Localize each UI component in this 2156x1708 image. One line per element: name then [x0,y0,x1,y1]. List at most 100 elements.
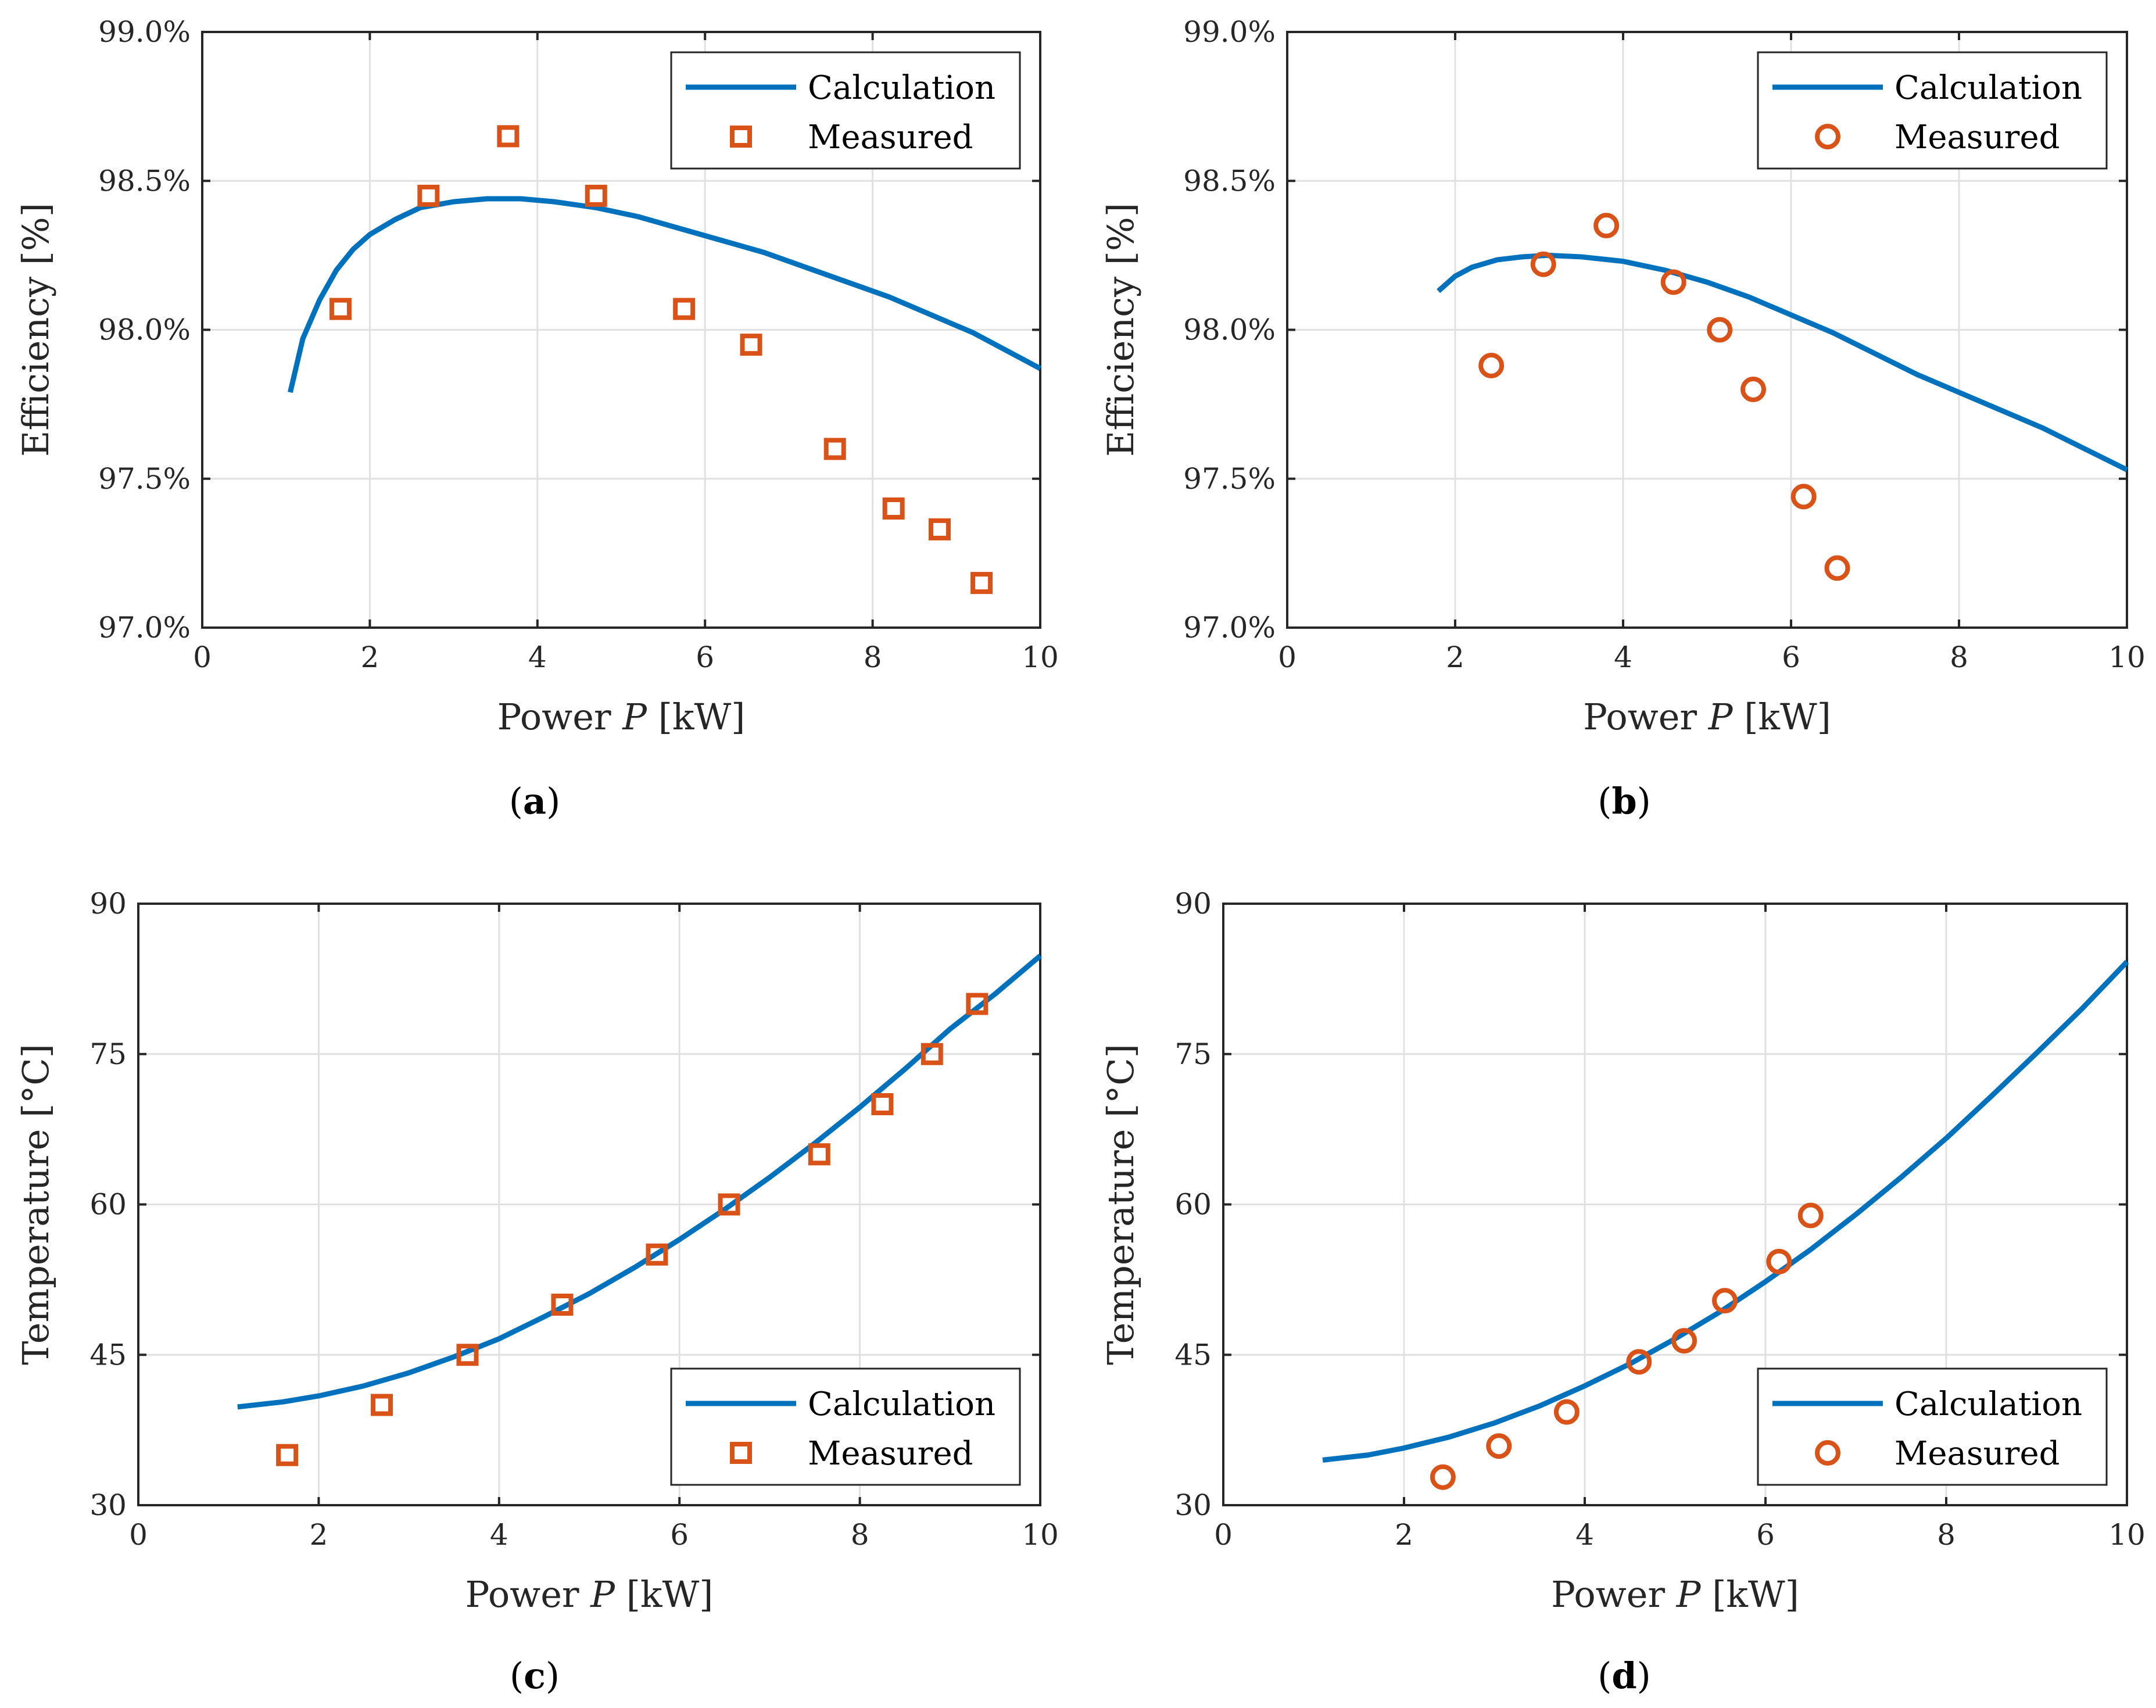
x-tick-label: 0 [129,1518,148,1552]
y-axis-label: Efficiency [%] [15,203,57,457]
measured-point [1790,484,1817,510]
legend-marker-swatch [1815,1440,1840,1466]
y-axis-label: Temperature [°C] [1100,1044,1142,1365]
measured-point [871,1093,894,1115]
measured-point [276,1444,299,1466]
panel-caption: (c) [510,1655,560,1697]
legend-label-measured: Measured [808,119,973,156]
measured-point [740,334,762,356]
measured-point [417,184,440,207]
legend-box [670,1367,1021,1486]
y-tick-label: 30 [1174,1488,1212,1522]
measured-point [1478,353,1505,378]
y-tick-label: 98.5% [1183,164,1276,198]
measured-point [882,497,905,520]
legend-label-measured: Measured [808,1435,973,1473]
x-tick-label: 2 [1395,1518,1413,1552]
x-tick-label: 4 [490,1518,508,1552]
measured-point [551,1294,574,1316]
measured-point [1430,1464,1456,1490]
x-tick-label: 6 [670,1518,689,1552]
measured-point [1593,213,1620,239]
y-tick-label: 97.0% [98,611,191,644]
y-tick-label: 97.5% [1183,462,1276,496]
measured-point [966,993,989,1015]
measured-point [808,1143,830,1166]
y-axis-label: Efficiency [%] [1100,203,1142,457]
measured-point [1712,1288,1738,1314]
chart-panel-b: 0 2 4 6 8 10 97.0% 97.5% 98.0% 98.5% 99.0% Power P … [1100,15,2146,822]
x-tick-label: 4 [1575,1518,1594,1552]
y-tick-label: 90 [1174,887,1212,921]
measured-point [497,125,520,148]
x-tick-label: 8 [1950,640,1968,674]
legend-box [1757,51,2108,170]
legend-marker-swatch [730,126,752,148]
panel-caption: (a) [509,780,561,822]
legend-box [1757,1367,2108,1486]
legend: Calculation Measured [670,1367,1021,1486]
y-tick-label: 60 [1174,1188,1212,1222]
measured-point [1660,269,1686,295]
measured-point [1707,317,1733,343]
legend-label-measured: Measured [1894,1435,2060,1473]
measured-point [1671,1328,1697,1354]
legend-marker-swatch [1815,124,1840,149]
chart-panel-a: 0 2 4 6 8 10 97.0% 97.5% 98.0% 98.5% 99.0% Power P … [15,15,1059,822]
x-tick-label: 8 [864,640,882,674]
measured-point [1740,377,1766,402]
x-tick-label: 10 [1022,1518,1059,1552]
series-line-calculation [1437,252,2129,472]
legend-label-calculation: Calculation [808,1385,995,1423]
x-tick-label: 2 [1446,640,1464,674]
y-tick-label: 99.0% [98,15,191,49]
x-tick-label: 4 [528,640,547,674]
x-tick-label: 6 [696,640,714,674]
x-tick-label: 6 [1756,1518,1775,1552]
measured-point [456,1344,479,1366]
y-tick-label: 98.5% [98,164,191,198]
panel-caption: (b) [1598,780,1651,822]
measured-point [928,518,951,540]
y-axis-label: Temperature [°C] [15,1044,57,1365]
y-tick-label: 30 [89,1488,127,1522]
chart-panel-d: 0 2 4 6 8 10 30 45 60 75 90 Power P [kW] Temperature… [1100,887,2146,1697]
panel-caption: (d) [1598,1655,1651,1697]
x-axis-label: Power P [kW] [1551,1573,1799,1616]
legend-label-calculation: Calculation [1894,69,2082,107]
legend-label-measured: Measured [1894,119,2060,156]
measured-point [1766,1248,1792,1274]
measured-point [1797,1202,1824,1229]
y-tick-label: 90 [89,887,127,921]
x-tick-label: 10 [1022,640,1059,674]
measured-point [921,1043,943,1065]
measured-point [1530,251,1556,277]
x-axis-label: Power P [kW] [465,1573,714,1616]
x-axis-label: Power P [kW] [497,696,746,738]
y-tick-label: 45 [1174,1338,1212,1372]
x-tick-label: 8 [1937,1518,1956,1552]
y-tick-label: 45 [89,1338,127,1372]
x-tick-label: 8 [851,1518,869,1552]
measured-point [1626,1349,1652,1375]
legend: Calculation Measured [670,51,1021,170]
y-tick-label: 60 [89,1188,127,1222]
measured-point [1553,1399,1580,1425]
y-tick-label: 97.5% [98,462,191,496]
x-tick-label: 2 [360,640,379,674]
y-tick-label: 97.0% [1183,611,1276,644]
measured-point [646,1243,668,1266]
legend-label-calculation: Calculation [1894,1385,2082,1423]
measured-point [585,184,607,207]
x-tick-label: 2 [309,1518,328,1552]
measured-point [718,1193,740,1216]
measured-point [329,298,352,320]
legend-label-calculation: Calculation [808,69,995,107]
chart-panel-c: 0 2 4 6 8 10 30 45 60 75 90 Power P [kW] Temperature… [15,887,1059,1697]
measured-point [1824,555,1850,581]
measured-point [371,1394,393,1416]
series-line-calculation [237,954,1042,1410]
y-tick-label: 98.0% [1183,313,1276,347]
legend: Calculation Measured [1757,1367,2108,1486]
